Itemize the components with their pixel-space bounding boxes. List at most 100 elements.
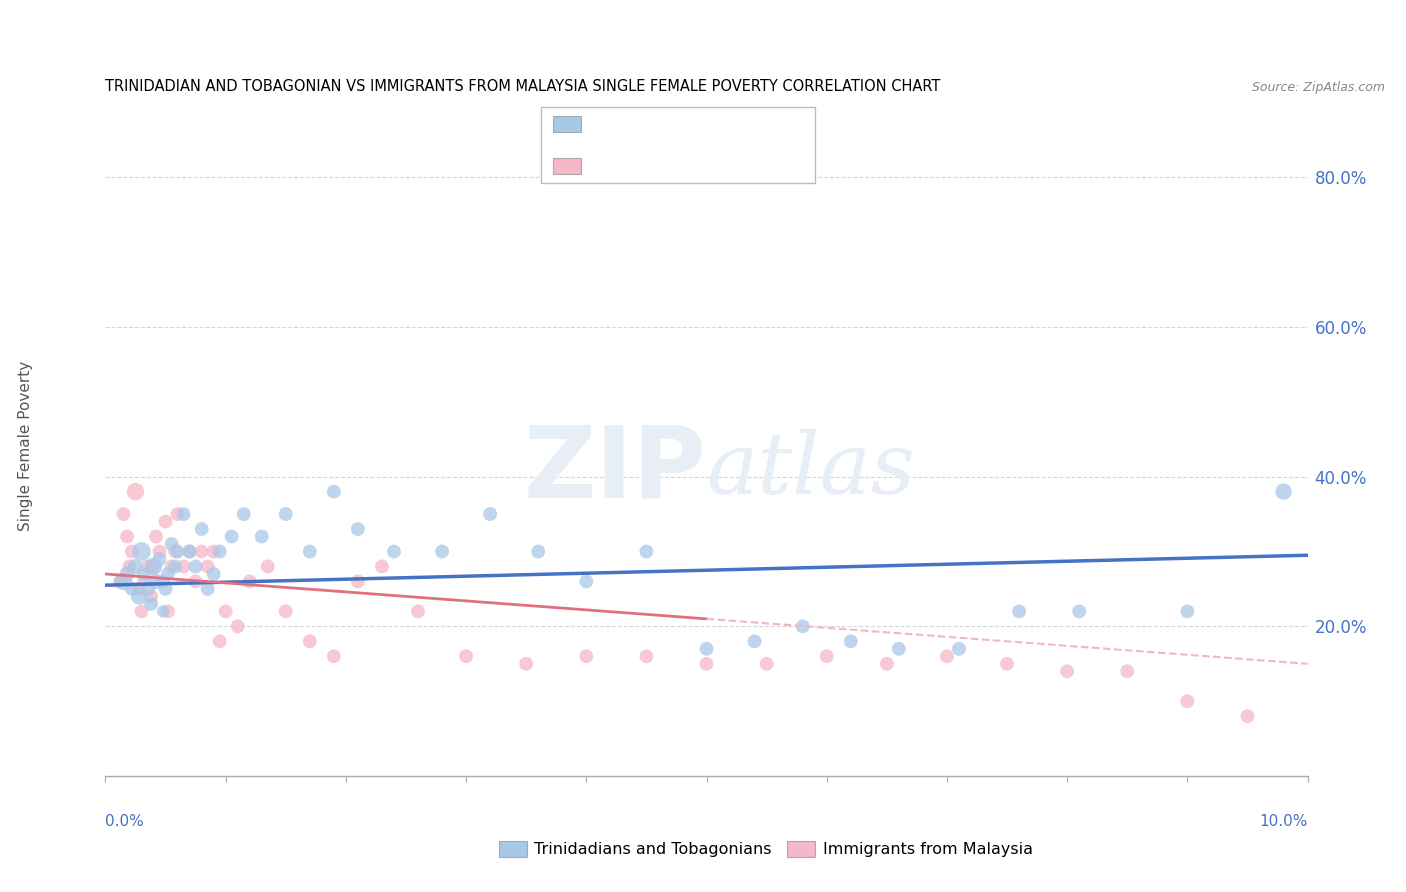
Point [165,559,187,574]
Point [232,507,254,521]
Point [145,574,167,589]
Point [208,544,231,558]
Point [132,574,155,589]
Point [515,657,537,671]
Point [184,559,207,574]
Point [145,529,167,543]
Point [876,657,898,671]
Point [128,582,150,596]
Text: 0.0%: 0.0% [105,814,145,829]
Point [744,634,766,648]
Point [124,484,146,499]
Point [156,566,179,581]
Point [274,604,297,618]
Point [1008,604,1031,618]
Point [322,484,344,499]
Point [142,559,165,574]
Point [108,574,131,589]
Point [239,574,262,589]
Point [887,641,910,656]
Point [479,507,502,521]
Point [322,649,344,664]
Text: Source: ZipAtlas.com: Source: ZipAtlas.com [1251,80,1385,94]
Text: 10.0%: 10.0% [1260,814,1308,829]
Point [142,559,165,574]
Point [160,537,183,551]
Point [121,544,143,558]
Point [815,649,838,664]
Point [1175,694,1198,708]
Text: atlas: atlas [707,429,915,511]
Point [347,522,370,536]
Text: Immigrants from Malaysia: Immigrants from Malaysia [823,842,1032,856]
Point [184,574,207,589]
Point [839,634,862,648]
Point [298,634,321,648]
Point [382,544,405,558]
Point [636,544,658,558]
Point [152,604,174,618]
Point [214,604,236,618]
Point [202,566,225,581]
Point [371,559,394,574]
Text: R =  0.159   N = 48: R = 0.159 N = 48 [589,114,747,129]
Text: TRINIDADIAN AND TOBAGONIAN VS IMMIGRANTS FROM MALAYSIA SINGLE FEMALE POVERTY COR: TRINIDADIAN AND TOBAGONIAN VS IMMIGRANTS… [105,78,941,94]
Point [173,507,195,521]
Point [112,507,135,521]
Point [347,574,370,589]
Point [527,544,550,558]
Point [131,544,153,558]
Point [202,544,225,558]
Point [155,582,177,596]
Point [755,657,778,671]
Point [1069,604,1091,618]
Point [208,634,231,648]
Point [1236,709,1258,723]
Point [298,544,321,558]
Point [115,529,138,543]
Point [197,559,219,574]
Text: Single Female Poverty: Single Female Poverty [18,361,32,531]
Point [696,641,718,656]
Point [430,544,453,558]
Point [166,507,188,521]
Point [792,619,814,633]
Point [173,559,195,574]
Point [190,522,212,536]
Point [197,582,219,596]
Point [256,559,278,574]
Point [1175,604,1198,618]
Point [1272,484,1295,499]
Point [1116,665,1139,679]
Point [118,559,141,574]
Point [124,559,146,574]
Point [166,544,188,558]
Point [1056,665,1078,679]
Point [274,507,297,521]
Point [139,590,162,604]
Point [131,604,153,618]
Point [226,619,249,633]
Point [148,552,170,566]
Point [139,597,162,611]
Point [148,544,170,558]
Point [221,529,243,543]
Point [152,574,174,589]
Point [575,649,598,664]
Point [128,590,150,604]
Point [636,649,658,664]
Point [190,544,212,558]
Point [575,574,598,589]
Point [136,559,159,574]
Point [696,657,718,671]
Point [112,574,135,589]
Point [121,582,143,596]
Point [156,604,179,618]
Point [160,559,183,574]
Point [132,566,155,581]
Text: ZIP: ZIP [523,422,707,518]
Point [136,582,159,596]
Point [155,515,177,529]
Text: R = -0.272   N = 51: R = -0.272 N = 51 [589,150,747,165]
Point [250,529,273,543]
